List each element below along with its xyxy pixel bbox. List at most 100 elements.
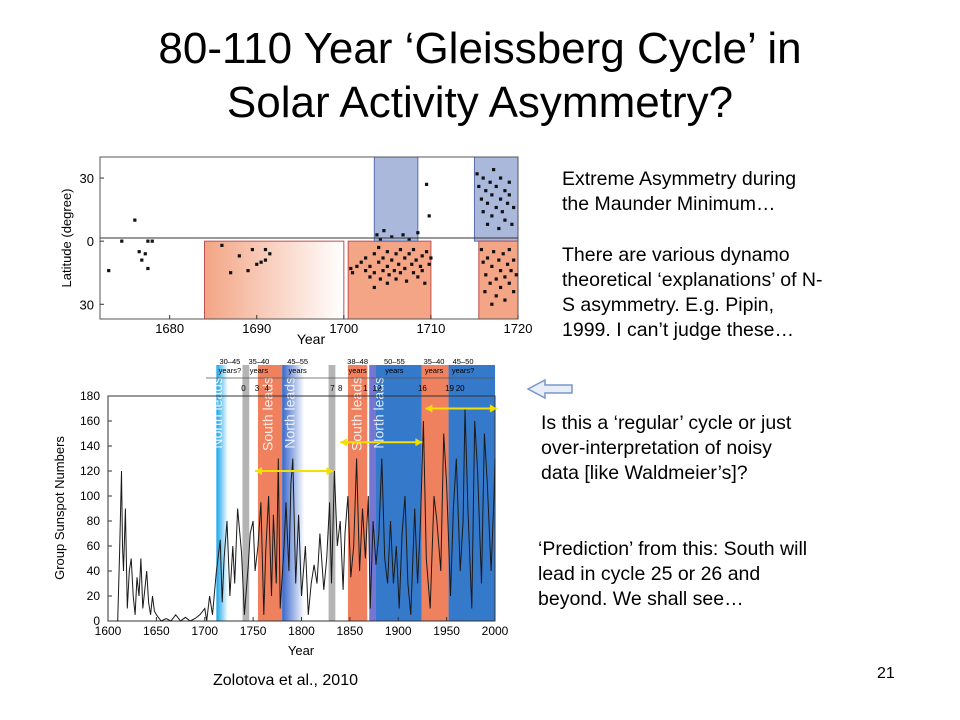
data-point: [398, 247, 403, 252]
left-arrow-icon: [526, 378, 573, 400]
duration-label: years?: [452, 366, 475, 375]
data-point: [503, 218, 507, 222]
period-arrows: [255, 404, 497, 475]
cycle-label: 8: [338, 384, 343, 393]
x-tick-labels: 1680 1690 1700 1710 1720: [155, 315, 532, 336]
sunspot-series-line: [117, 408, 496, 622]
x-tick-labels: 1600 1650 1700 1750 1800 1850 1900 1950 2000: [95, 617, 509, 638]
data-point: [485, 201, 490, 205]
data-point: [372, 271, 376, 275]
shaded-region: [369, 365, 376, 621]
data-point: [498, 285, 503, 290]
x-tick-label: 1690: [242, 321, 271, 336]
data-point: [390, 258, 394, 262]
data-point: [423, 281, 427, 285]
y-tick-label: 0: [87, 234, 94, 249]
data-point: [397, 262, 401, 266]
data-point: [390, 235, 394, 239]
band-labels: North leads South leads North leads South l…: [209, 377, 387, 451]
data-point: [501, 252, 505, 256]
data-point: [494, 184, 498, 189]
data-point: [427, 214, 431, 218]
data-point: [381, 269, 385, 273]
duration-label: years: [250, 366, 269, 375]
data-point: [481, 176, 485, 180]
citation: Zolotova et al., 2010: [213, 672, 358, 689]
data-point: [485, 222, 490, 226]
cycle-label: 19: [445, 384, 454, 393]
data-point: [494, 294, 498, 298]
band-label: North leads: [282, 377, 298, 449]
data-point: [372, 285, 376, 290]
data-point: [263, 258, 268, 262]
y-tick-labels: 0 20 40 60 80 100 120 140 160 180: [80, 389, 112, 628]
cycle-label: 7: [330, 384, 335, 393]
data-point: [259, 260, 263, 264]
data-point: [350, 271, 355, 275]
data-point: [355, 264, 359, 269]
data-point: [427, 262, 431, 266]
data-point: [364, 256, 368, 260]
data-point: [364, 269, 368, 273]
y-tick-label: 180: [80, 389, 100, 403]
duration-label: 50–55: [384, 357, 405, 366]
x-tick-label: 1700: [329, 321, 358, 336]
data-point: [220, 243, 224, 247]
x-tick-label: 1680: [155, 321, 184, 336]
band-label: South leads: [348, 377, 364, 451]
cycle-label: 20: [456, 384, 465, 393]
shaded-region: [242, 365, 250, 621]
data-point: [481, 260, 485, 264]
title-line-2: Solar Activity Asymmetry?: [226, 78, 734, 127]
data-point: [484, 273, 488, 277]
data-point: [398, 271, 403, 275]
band-label: North leads: [209, 377, 225, 449]
x-tick-label: 1750: [240, 624, 267, 638]
data-point: [372, 252, 376, 256]
arrow-head: [425, 404, 433, 413]
data-point: [407, 252, 411, 256]
data-point: [503, 298, 507, 302]
y-tick-label: 120: [80, 464, 100, 478]
x-tick-label: 1800: [288, 624, 315, 638]
data-point: [477, 184, 481, 189]
title-line-1: 80-110 Year ‘Gleissberg Cycle’ in: [158, 24, 802, 73]
data-point: [500, 210, 504, 214]
data-point: [492, 168, 496, 172]
cycle-label: 4: [264, 384, 269, 393]
data-point: [107, 269, 111, 273]
data-point: [394, 252, 398, 256]
data-point: [255, 262, 259, 266]
y-tick-label: 40: [87, 564, 101, 578]
y-tick-label: 80: [87, 514, 101, 528]
x-axis-label: Year: [297, 331, 326, 347]
data-point: [498, 269, 503, 273]
y-tick-label: 30: [80, 297, 94, 312]
data-point: [378, 277, 383, 281]
data-point: [349, 266, 353, 271]
data-point: [416, 275, 420, 279]
data-point: [133, 218, 137, 222]
duration-label: 35–40: [424, 357, 445, 366]
data-point: [394, 277, 398, 281]
data-point: [410, 262, 414, 266]
y-axis-label: Latitude (degree): [59, 188, 74, 287]
data-point: [137, 250, 141, 254]
duration-label: 45–55: [287, 357, 308, 366]
data-point: [375, 233, 379, 237]
data-point: [143, 252, 147, 256]
data-point: [418, 264, 423, 269]
cycle-label: 3: [255, 384, 260, 393]
data-point: [420, 254, 424, 258]
duration-label: years: [288, 366, 307, 375]
data-point: [510, 222, 514, 226]
band-label: North leads: [371, 377, 387, 449]
duration-labels: 30–45years?35–40years45–55years38–48year…: [219, 357, 475, 375]
y-axis-label: Group Sunspot Numbers: [52, 436, 67, 580]
data-point: [401, 233, 405, 237]
data-point: [490, 214, 494, 218]
data-point: [416, 231, 420, 235]
scatter-points: [107, 168, 518, 306]
data-point: [385, 264, 389, 269]
